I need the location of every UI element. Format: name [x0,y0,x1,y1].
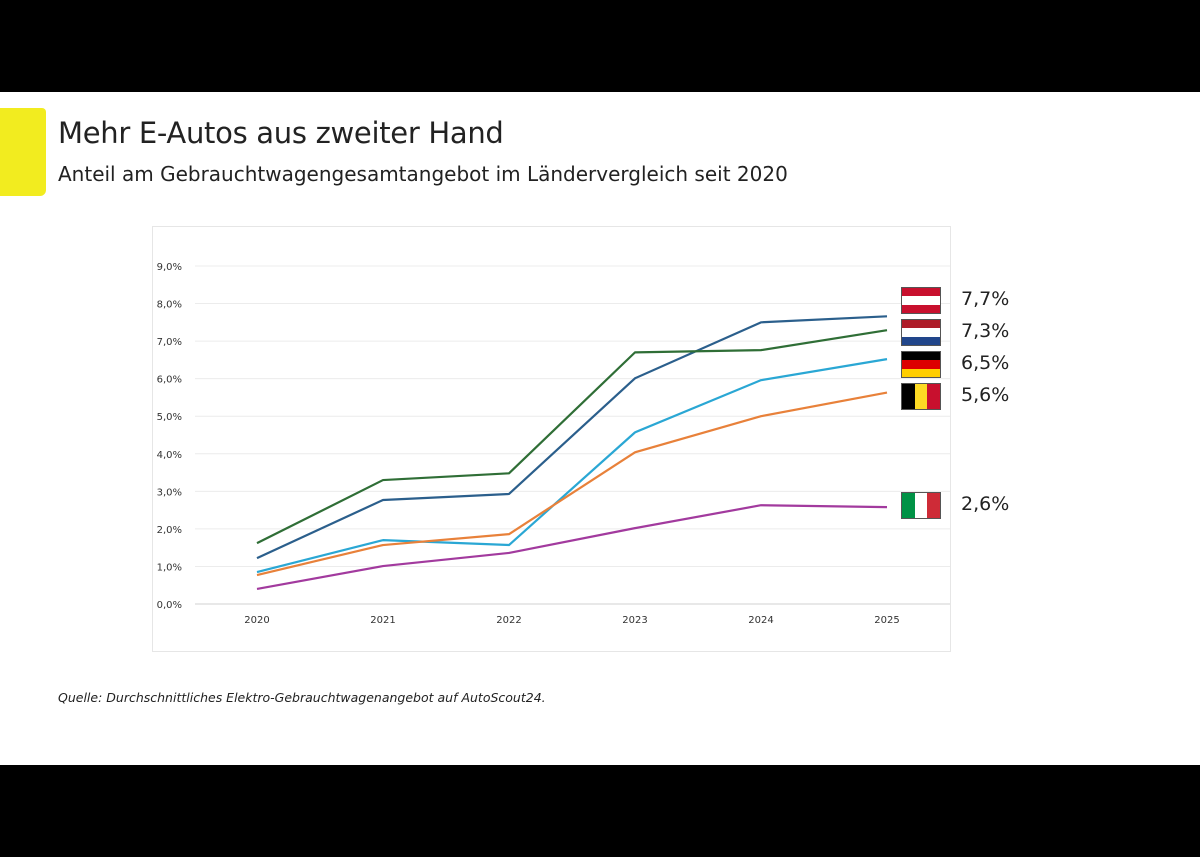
y-tick-label: 9,0% [157,262,182,273]
x-tick-label: 2021 [370,615,395,626]
belgium-flag-icon [901,383,941,410]
end-value-label: 7,7% [961,288,1010,310]
x-tick-label: 2022 [496,615,521,626]
y-tick-label: 0,0% [157,600,182,611]
end-value-label: 5,6% [961,384,1010,406]
y-tick-label: 8,0% [157,300,182,311]
series-line-italy [256,504,888,591]
series-line-belgium [256,391,888,577]
letterbox-bottom [0,765,1200,857]
source-note: Quelle: Durchschnittliches Elektro-Gebra… [58,690,546,705]
y-tick-label: 2,0% [157,525,182,536]
x-tick-label: 2023 [622,615,647,626]
letterbox-top [0,0,1200,92]
page-subtitle: Anteil am Gebrauchtwagengesamtangebot im… [58,162,788,186]
x-tick-label: 2024 [748,615,773,626]
end-value-label: 2,6% [961,493,1010,515]
end-value-label: 7,3% [961,320,1010,342]
chart-frame [152,226,951,652]
y-tick-label: 7,0% [157,337,182,348]
yellow-accent-marker [0,108,46,196]
netherlands-flag-icon [901,319,941,346]
y-tick-label: 4,0% [157,450,182,461]
series-line-germany [256,358,888,574]
series-line-austria [256,315,888,560]
italy-flag-icon [901,492,941,519]
germany-flag-icon [901,351,941,378]
x-tick-label: 2020 [244,615,269,626]
end-value-label: 6,5% [961,352,1010,374]
y-tick-label: 1,0% [157,562,182,573]
y-tick-label: 5,0% [157,412,182,423]
austria-flag-icon [901,287,941,314]
page-title: Mehr E-Autos aus zweiter Hand [58,116,504,150]
series-line-netherlands [256,329,888,545]
y-tick-label: 6,0% [157,375,182,386]
x-tick-label: 2025 [874,615,899,626]
y-tick-label: 3,0% [157,487,182,498]
